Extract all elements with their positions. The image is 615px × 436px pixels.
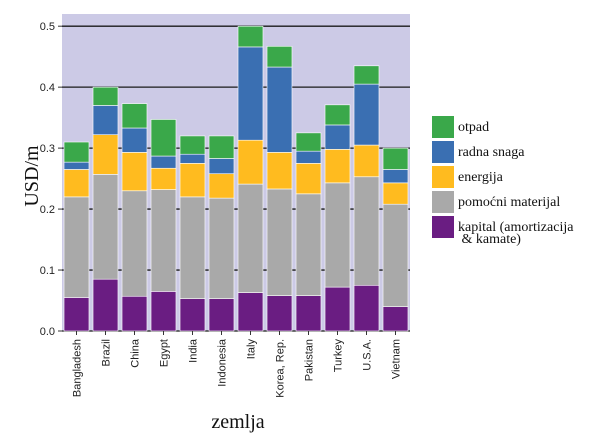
bar-segment <box>266 66 293 153</box>
bar-segment <box>295 132 322 152</box>
y-tick-labels: 0.0 0.1 0.2 0.3 0.4 0.5 <box>40 21 62 338</box>
x-tick-labels: Bangladesh Brazil China Egypt India Indonesia… <box>72 331 403 398</box>
legend: otpad radna snaga energija pomoćni materija… <box>432 116 574 247</box>
bar-segment <box>92 174 119 280</box>
bar-segment <box>295 150 322 164</box>
bar-segment <box>208 298 235 332</box>
bar-segment <box>150 167 177 190</box>
bar-segment <box>63 196 90 298</box>
bar-segment <box>324 286 351 332</box>
x-tick-label: Pakistan <box>304 339 316 381</box>
bar-segment <box>92 278 119 332</box>
bar-segment <box>382 306 409 332</box>
bar-segment <box>324 182 351 288</box>
bar-segment <box>63 297 90 332</box>
x-axis-label: zemlja <box>211 411 264 433</box>
bar-segment <box>92 134 119 175</box>
bar-segment <box>179 135 206 155</box>
bar-segment <box>237 183 264 293</box>
bar-segment <box>92 86 119 106</box>
bar-segment <box>179 196 206 299</box>
y-tick-label: 0.0 <box>40 326 55 338</box>
bar-segment <box>121 103 148 129</box>
x-tick-label: India <box>188 338 200 363</box>
x-tick-label: Italy <box>246 339 258 360</box>
bar-segment <box>179 163 206 198</box>
bar-segment <box>295 163 322 195</box>
bar-segment <box>324 104 351 126</box>
bar-segment <box>208 173 235 199</box>
bar-segment <box>237 139 264 185</box>
legend-label: energija <box>458 170 504 185</box>
bar-segment <box>295 193 322 296</box>
legend-swatch <box>432 216 454 238</box>
bar-segment <box>353 176 380 286</box>
y-tick-label: 0.1 <box>40 265 55 277</box>
bar-segment <box>353 83 380 146</box>
bar-segment <box>121 152 148 192</box>
y-tick-label: 0.4 <box>40 82 55 94</box>
y-axis-label: USD/m <box>21 145 43 207</box>
bar-segment <box>353 65 380 85</box>
legend-swatch <box>432 141 454 163</box>
bar-segment <box>237 25 264 48</box>
y-tick-label: 0.3 <box>40 143 55 155</box>
bar-segment <box>324 124 351 150</box>
bar-segment <box>150 119 177 157</box>
bar-segment <box>237 292 264 332</box>
y-tick-label: 0.2 <box>40 204 55 216</box>
legend-swatch <box>432 166 454 188</box>
bar-segment <box>208 135 235 159</box>
y-tick-label: 0.5 <box>40 21 55 33</box>
bar-segment <box>295 295 322 332</box>
bar-segment <box>179 153 206 164</box>
plot-area <box>62 14 410 332</box>
plot-background <box>62 14 410 331</box>
bar-segment <box>208 158 235 175</box>
x-tick-label: Bangladesh <box>72 339 84 397</box>
legend-label: pomoćni materijal <box>458 195 560 210</box>
bar-segment <box>150 291 177 332</box>
x-tick-label: Turkey <box>333 339 345 373</box>
bar-segment <box>266 46 293 68</box>
bar-segment <box>266 188 293 296</box>
bar-segment <box>179 298 206 332</box>
bar-segment <box>237 46 264 141</box>
bar-segment <box>266 295 293 332</box>
legend-label: radna snaga <box>458 145 525 160</box>
bar-segment <box>63 141 90 163</box>
legend-label: otpad <box>458 120 489 135</box>
bar-segment <box>353 144 380 178</box>
bar-segment <box>121 295 148 332</box>
x-tick-label: U.S.A. <box>362 339 374 371</box>
legend-label: kapital (amortizacija & kamate) <box>458 220 574 247</box>
bar-segment <box>121 127 148 153</box>
bar-segment <box>208 197 235 299</box>
x-tick-label: Vietnam <box>391 339 403 379</box>
bar-segment <box>150 189 177 292</box>
bar-segment <box>63 161 90 170</box>
bar-segment <box>382 203 409 307</box>
bar-segment <box>382 147 409 170</box>
bar-segment <box>63 169 90 198</box>
bar-segment <box>266 152 293 190</box>
bar-segment <box>150 155 177 169</box>
bar-segment <box>382 169 409 184</box>
x-tick-label: China <box>130 338 142 368</box>
bar-segment <box>382 182 409 205</box>
x-tick-label: Brazil <box>101 339 113 367</box>
bar-segment <box>353 284 380 332</box>
bar-segment <box>324 149 351 184</box>
bar-segment <box>121 190 148 297</box>
legend-swatch <box>432 116 454 138</box>
legend-swatch <box>432 191 454 213</box>
x-tick-label: Korea, Rep. <box>275 339 287 398</box>
x-tick-label: Indonesia <box>217 338 229 387</box>
bar-segment <box>92 105 119 136</box>
x-tick-label: Egypt <box>159 339 171 367</box>
